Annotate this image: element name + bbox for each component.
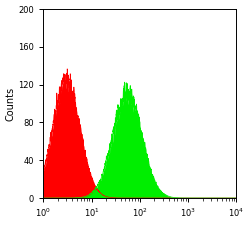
Y-axis label: Counts: Counts: [6, 86, 16, 121]
